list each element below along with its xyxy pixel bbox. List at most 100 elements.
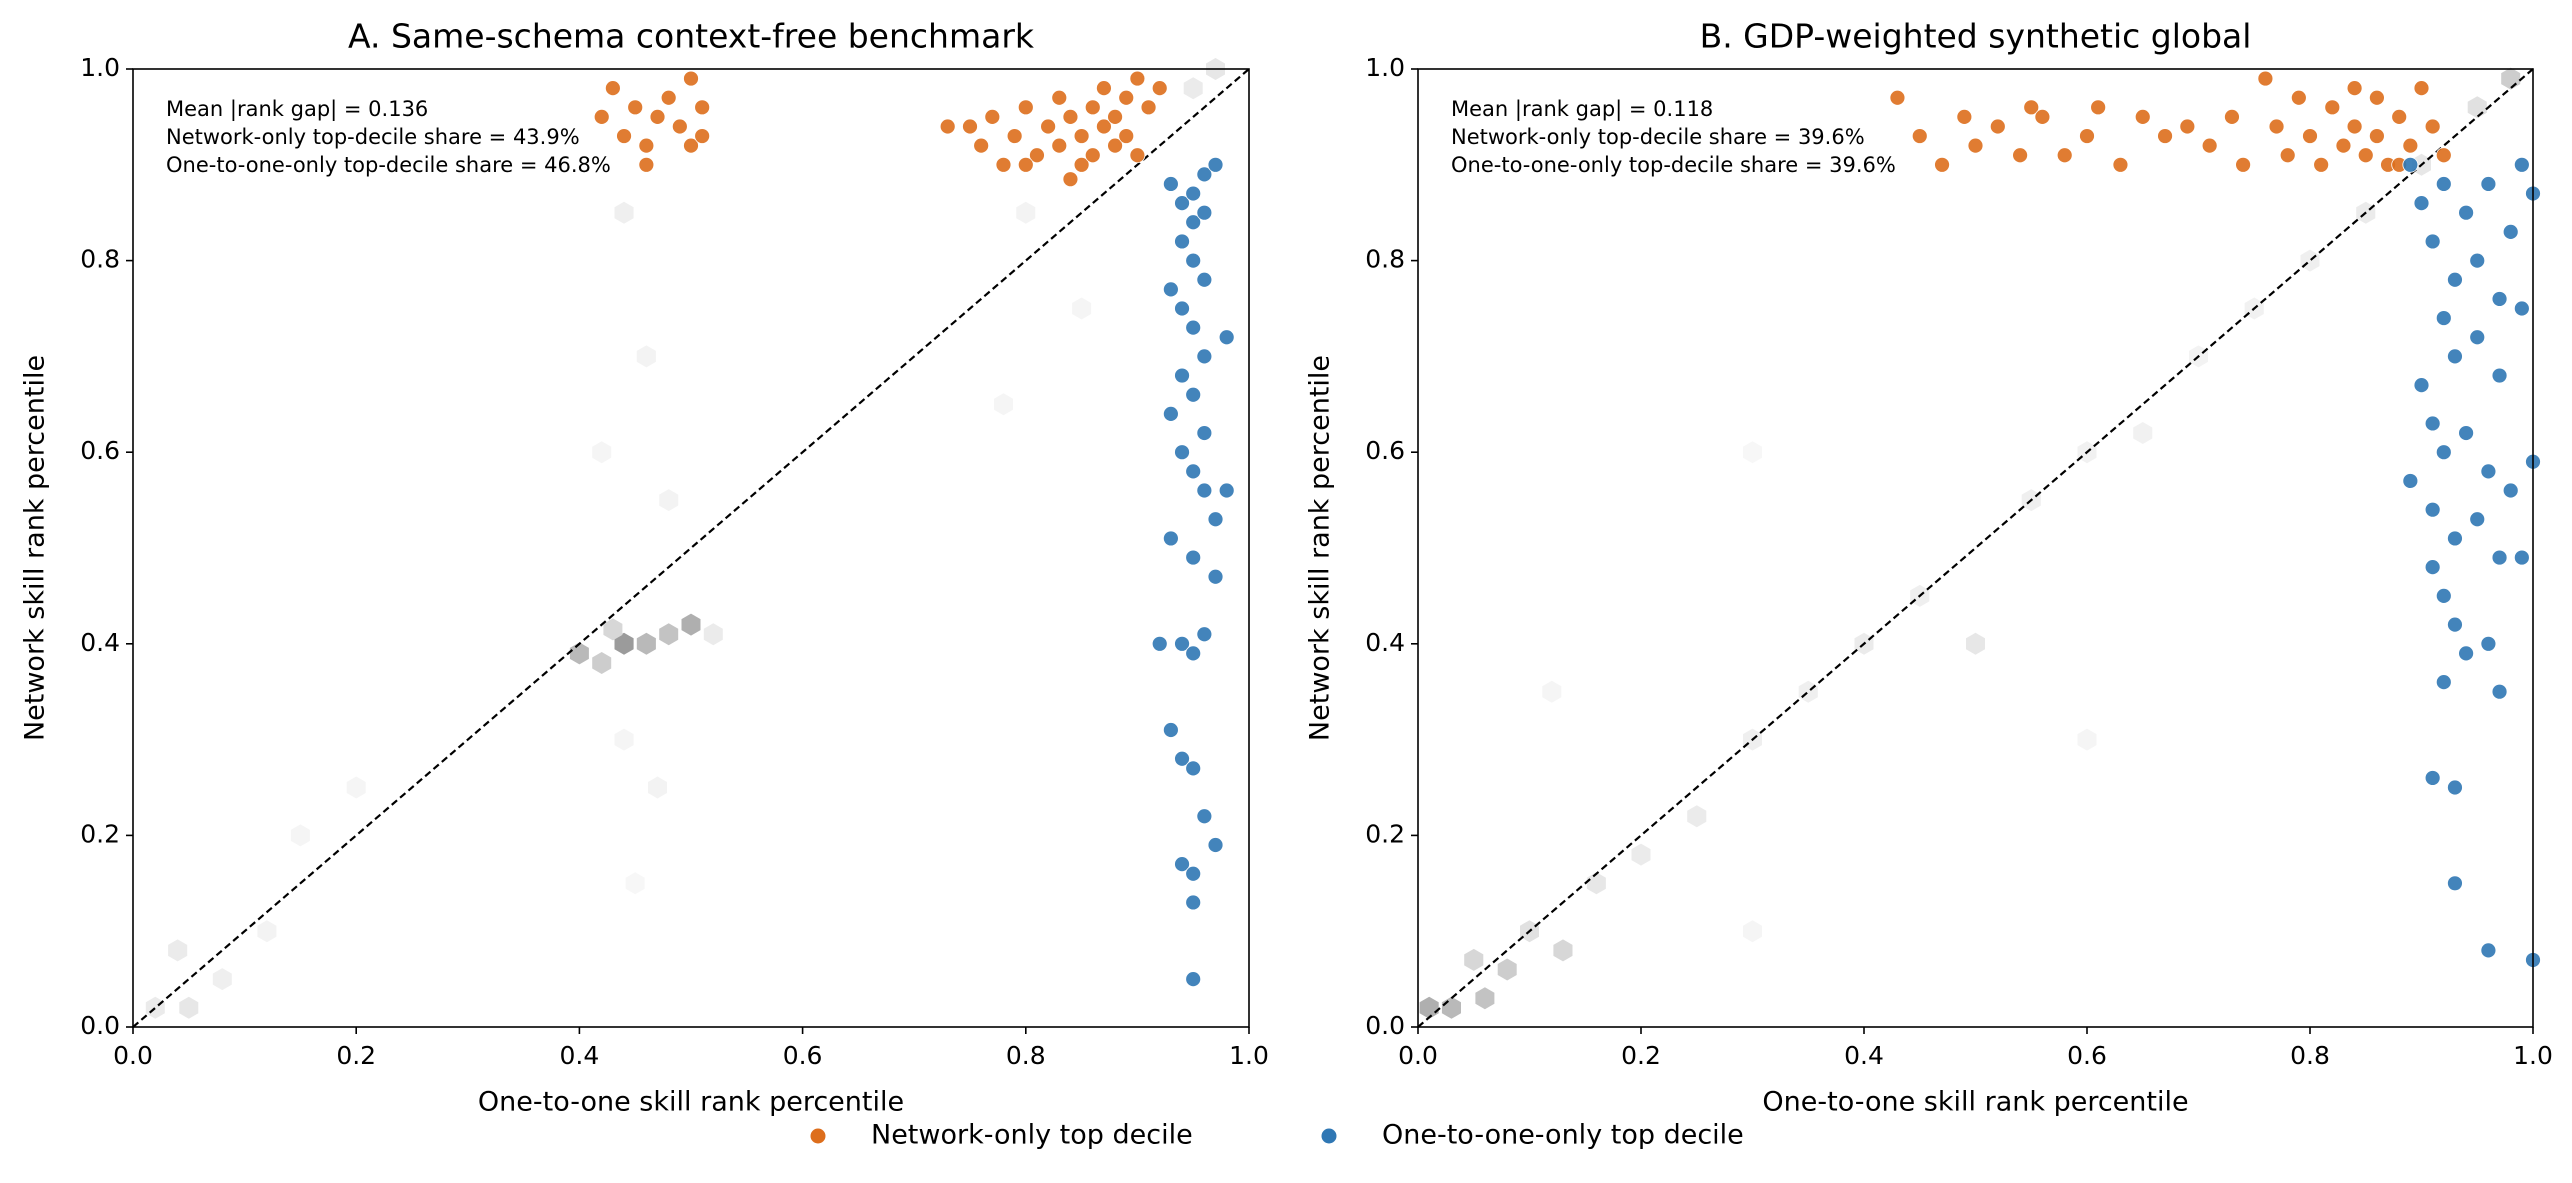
- scatter-point: [2435, 588, 2452, 604]
- scatter-point: [1185, 214, 1202, 231]
- y-tick-label: 0.2: [80, 819, 120, 848]
- reference-diagonal: [132, 68, 1250, 1028]
- scatter-point: [1096, 80, 1112, 97]
- scatter-point: [2257, 70, 2274, 87]
- scatter-point: [2435, 147, 2452, 164]
- annotation: One-to-one-only top-decile share = 46.8%: [166, 153, 611, 177]
- hexbin-cell: [659, 489, 679, 512]
- scatter-point: [2480, 942, 2497, 959]
- scatter-point: [1185, 760, 1202, 777]
- hexbin-cell: [2501, 67, 2521, 90]
- scatter-point: [2346, 80, 2363, 97]
- y-tick-label: 0.8: [80, 245, 120, 274]
- legend-label: Network-only top decile: [871, 1120, 1193, 1151]
- hexbin-cell: [703, 623, 723, 646]
- hexbin-cell: [603, 618, 623, 641]
- hexbin-cell: [1419, 996, 1439, 1019]
- scatter-point: [2435, 444, 2452, 461]
- scatter-point: [660, 89, 677, 106]
- scatter-point: [1196, 348, 1213, 365]
- scatter-point: [2157, 128, 2173, 144]
- scatter-point: [1129, 70, 1146, 87]
- scatter-point: [2235, 156, 2252, 173]
- x-axis-label: One-to-one skill rank percentile: [478, 1087, 904, 1118]
- scatter-point: [1185, 463, 1202, 480]
- scatter-point: [2324, 99, 2341, 116]
- hexbin-cell: [1183, 77, 1203, 100]
- y-axis-label: Network skill rank percentile: [1305, 355, 1336, 741]
- scatter-point: [1029, 147, 1045, 164]
- scatter-point: [1162, 530, 1179, 547]
- x-tick-label: 0.2: [1621, 1041, 1661, 1070]
- scatter-point: [2290, 89, 2307, 106]
- y-tick-label: 1.0: [1365, 53, 1405, 82]
- x-tick-label: 0.4: [560, 1041, 600, 1070]
- scatter-point: [2413, 195, 2430, 212]
- scatter-point: [2502, 223, 2519, 240]
- scatter-point: [1196, 271, 1213, 288]
- hexbin-cell: [145, 996, 165, 1019]
- reference-diagonal: [1417, 68, 2534, 1028]
- y-tick-label: 0.4: [80, 628, 120, 657]
- scatter-point: [2491, 549, 2508, 566]
- hexbin-cell: [625, 872, 645, 895]
- hexbin-cell: [346, 776, 366, 799]
- scatter-point: [1107, 109, 1123, 125]
- hexbin-cell: [168, 939, 188, 962]
- hexbin-cell: [1687, 805, 1707, 828]
- scatter-point: [995, 156, 1012, 173]
- scatter-point: [1956, 109, 1973, 125]
- scatter-point: [2491, 367, 2508, 384]
- scatter-point: [2424, 501, 2441, 518]
- hexbin-cell: [179, 996, 199, 1019]
- annotation: Network-only top-decile share = 43.9%: [166, 125, 580, 149]
- annotation: Network-only top-decile share = 39.6%: [1451, 125, 1865, 149]
- x-tick-label: 0.2: [336, 1041, 376, 1070]
- scatter-point: [1889, 89, 1906, 106]
- scatter-point: [2447, 271, 2463, 288]
- hexbin-cell: [1441, 996, 1461, 1019]
- scatter-point: [1017, 156, 1034, 173]
- scatter-point: [2513, 300, 2530, 317]
- y-tick-label: 0.4: [1365, 628, 1405, 657]
- scatter-point: [2012, 147, 2028, 164]
- scatter-point: [2447, 348, 2463, 365]
- y-tick-label: 0.2: [1365, 819, 1405, 848]
- legend-marker: [810, 1128, 826, 1144]
- scatter-point: [1073, 156, 1090, 173]
- scatter-point: [2480, 635, 2497, 652]
- y-tick-label: 1.0: [80, 53, 120, 82]
- scatter-point: [1185, 645, 1202, 662]
- scatter-point: [1218, 329, 1235, 346]
- scatter-point: [1196, 808, 1213, 825]
- panel: B. GDP-weighted synthetic global 0.0 0.2 0.…: [1305, 17, 2553, 1118]
- scatter-point: [1118, 128, 1135, 144]
- scatter-point: [1129, 147, 1146, 164]
- y-axis-label: Network skill rank percentile: [20, 355, 51, 741]
- scatter-point: [2447, 875, 2463, 892]
- scatter-point: [604, 80, 621, 97]
- y-tick-label: 0.0: [80, 1011, 120, 1040]
- panel: A. Same-schema context-free benchmark 0.0…: [20, 17, 1269, 1118]
- scatter-point: [1185, 319, 1202, 336]
- scatter-point: [1174, 856, 1190, 873]
- annotation: One-to-one-only top-decile share = 39.6%: [1451, 153, 1896, 177]
- scatter-point: [649, 109, 666, 125]
- scatter-point: [2458, 204, 2475, 221]
- hexbin-cell: [994, 393, 1013, 416]
- scatter-point: [1185, 971, 1202, 987]
- scatter-point: [1911, 128, 1928, 144]
- x-tick-label: 1.0: [1229, 1041, 1269, 1070]
- hexbin-cell: [592, 652, 612, 674]
- x-tick-label: 0.0: [113, 1041, 153, 1070]
- scatter-point: [1196, 166, 1213, 183]
- scatter-point: [2435, 674, 2452, 691]
- scatter-point: [1162, 176, 1179, 192]
- scatter-point: [1185, 386, 1202, 403]
- hexbin-cell: [1631, 843, 1651, 866]
- hexbin-cell: [1542, 680, 1562, 703]
- scatter-point: [1118, 89, 1135, 106]
- scatter-point: [2458, 645, 2475, 662]
- scatter-point: [2413, 377, 2430, 394]
- scatter-point: [2424, 770, 2441, 786]
